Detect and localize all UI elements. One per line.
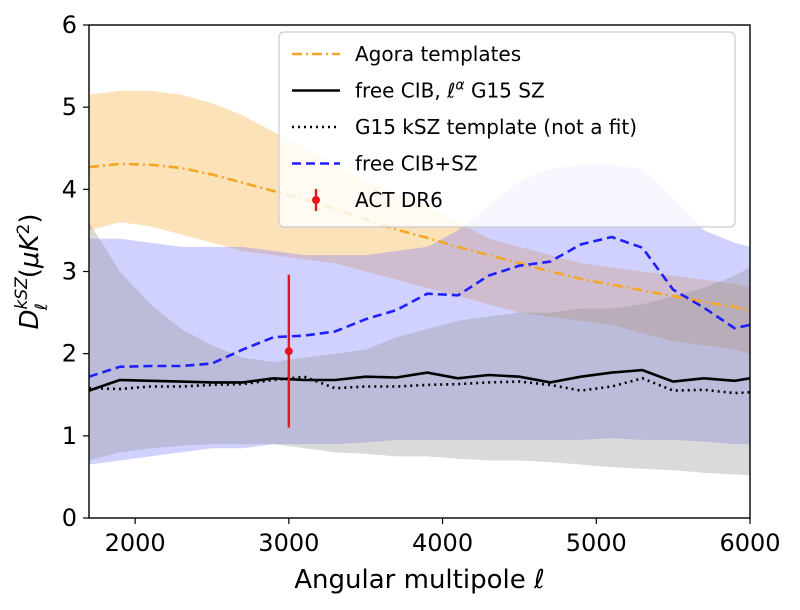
y-tick-label-4: 4 [62, 175, 77, 203]
y-axis-title: DkSZℓ(μK2) [12, 213, 52, 329]
legend-label-4: ACT DR6 [355, 188, 443, 212]
x-tick-label-1: 3000 [258, 529, 319, 557]
x-axis-title: Angular multipole ℓ [294, 565, 544, 595]
x-tick-label-4: 6000 [719, 529, 780, 557]
series-line-0 [89, 162, 750, 313]
legend-label-2: G15 kSZ template (not a fit) [355, 115, 637, 139]
legend-label-1: free CIB, ℓα G15 SZ [355, 78, 545, 103]
y-tick-label-0: 0 [62, 504, 77, 532]
errorbar-point-0 [284, 347, 293, 356]
legend-swatch-point-4 [312, 196, 320, 204]
series-line-3 [89, 235, 750, 378]
y-tick-label-5: 5 [62, 93, 77, 121]
legend: Agora templates free CIB, ℓα G15 SZ G15 kS… [278, 31, 736, 228]
legend-box [278, 31, 736, 228]
legend-label-3: free CIB+SZ [355, 152, 478, 176]
x-axis: 2000 3000 4000 5000 6000 [105, 518, 781, 557]
band-2 [89, 222, 750, 476]
y-tick-label-1: 1 [62, 422, 77, 450]
series-lines [89, 162, 750, 395]
series-line-1 [89, 368, 750, 392]
y-tick-label-3: 3 [62, 258, 77, 286]
y-tick-label-2: 2 [62, 340, 77, 368]
y-tick-label-6: 6 [62, 11, 77, 39]
x-tick-label-0: 2000 [105, 529, 166, 557]
y-axis: 0 1 2 3 4 5 6 [62, 11, 89, 532]
x-tick-label-3: 5000 [566, 529, 627, 557]
legend-label-0: Agora templates [355, 42, 521, 66]
x-tick-label-2: 4000 [412, 529, 473, 557]
errorbar-group [284, 274, 293, 428]
